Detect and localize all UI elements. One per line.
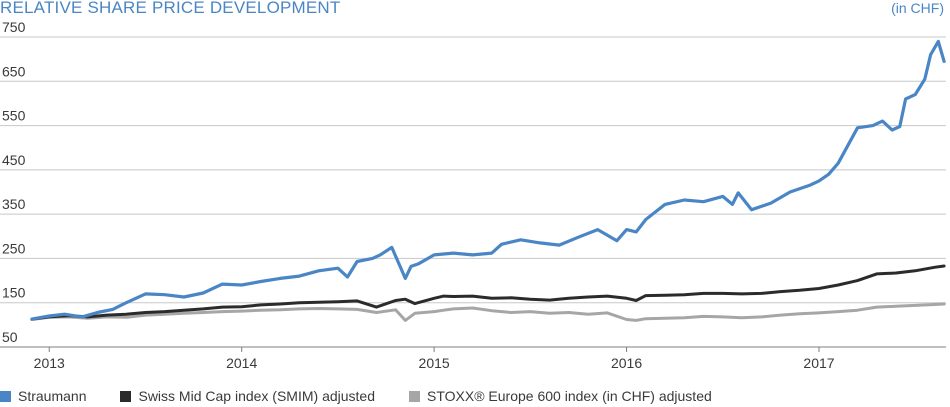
axis-layer: 50 150 250 350 450 550 650 750 2013 2014 2015 2016 2… — [2, 19, 835, 371]
legend-swatch-smim — [120, 390, 132, 402]
legend-item-straumann: Straumann — [0, 388, 86, 404]
y-tick-label: 450 — [2, 152, 26, 168]
chart-title: RELATIVE SHARE PRICE DEVELOPMENT — [0, 0, 341, 17]
legend-label-stoxx: STOXX® Europe 600 index (in CHF) adjuste… — [427, 388, 712, 404]
y-tick-label: 750 — [2, 19, 26, 35]
y-tick-label: 550 — [2, 108, 26, 124]
line-chart: 50 150 250 350 450 550 650 750 2013 2014 2015 2016 2… — [0, 19, 946, 371]
smim-line — [30, 264, 946, 321]
legend-item-smim: Swiss Mid Cap index (SMIM) adjusted — [120, 388, 375, 404]
grid-layer — [0, 36, 946, 348]
y-tick-label: 350 — [2, 196, 26, 212]
x-tick-label: 2015 — [419, 355, 450, 371]
legend-label-straumann: Straumann — [18, 388, 87, 404]
legend-swatch-straumann — [0, 390, 11, 402]
x-tick-label: 2013 — [34, 355, 65, 371]
x-tick-label: 2017 — [803, 355, 834, 371]
unit-label: (in CHF) — [891, 0, 944, 16]
y-tick-label: 250 — [2, 240, 26, 256]
legend: Straumann Swiss Mid Cap index (SMIM) adj… — [0, 386, 746, 406]
y-tick-label: 50 — [2, 329, 18, 345]
straumann-line — [30, 39, 946, 321]
series-layer — [30, 39, 946, 322]
stoxx-line — [30, 302, 946, 322]
x-tick-label: 2016 — [611, 355, 642, 371]
legend-item-stoxx: STOXX® Europe 600 index (in CHF) adjuste… — [409, 388, 712, 404]
y-tick-label: 150 — [2, 285, 26, 301]
x-tick-label: 2014 — [226, 355, 257, 371]
y-tick-label: 650 — [2, 63, 26, 79]
legend-label-smim: Swiss Mid Cap index (SMIM) adjusted — [138, 388, 376, 404]
legend-swatch-stoxx — [409, 390, 421, 402]
